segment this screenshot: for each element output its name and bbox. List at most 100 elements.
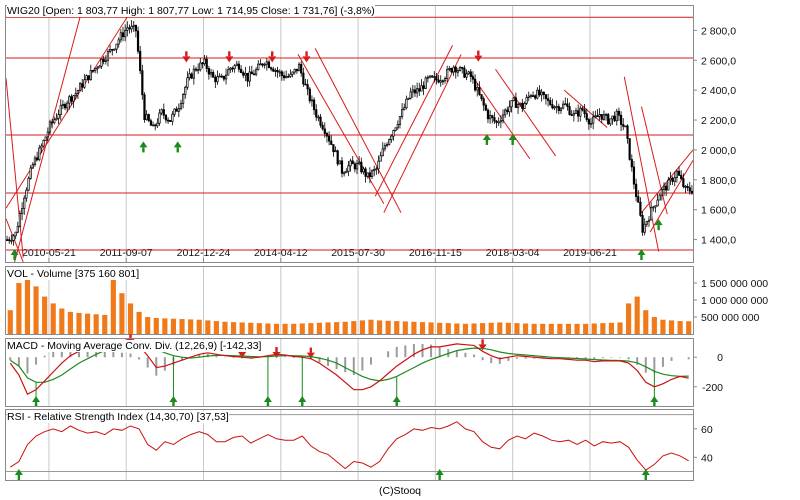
price-candle [568, 102, 571, 116]
price-candle [76, 89, 80, 99]
price-candle [5, 235, 9, 241]
candle-body [375, 168, 378, 171]
price-candle [611, 115, 614, 125]
volume-bar [351, 321, 357, 334]
volume-bar [471, 323, 477, 334]
candle-body [203, 58, 206, 64]
candle-body [583, 109, 586, 114]
candle-body [310, 99, 314, 102]
buy-signal-arrow-head [654, 219, 663, 226]
candle-body [278, 71, 281, 74]
candle-body [235, 63, 238, 66]
candle-body [452, 66, 455, 73]
price-candle [33, 155, 37, 167]
price-candle [531, 91, 535, 97]
candle-body [143, 94, 146, 120]
price-candle [615, 108, 618, 126]
candle-body [671, 177, 674, 182]
price-candle [323, 122, 326, 138]
candle-body [370, 170, 374, 177]
volume-bar [531, 323, 537, 334]
candle-body [250, 71, 253, 75]
macd-chart-title: MACD - Moving Average Conv. Div. (12,26,… [7, 340, 262, 352]
volume-bar [540, 323, 546, 334]
price-candle [446, 65, 449, 83]
price-candle [175, 106, 178, 112]
candle-body [594, 115, 597, 118]
price-candle [349, 158, 352, 172]
volume-bar [626, 303, 632, 334]
price-candle [164, 114, 168, 124]
macd-buy-arrow [263, 396, 272, 407]
price-candle [463, 65, 466, 78]
price-candle [439, 75, 442, 87]
price-candle [624, 125, 627, 128]
price-candle [549, 97, 552, 107]
candle-body [635, 183, 638, 197]
price-candle [310, 95, 314, 107]
candle-body [482, 98, 485, 106]
trend-line [495, 68, 557, 157]
price-candle [428, 75, 432, 79]
candle-body [463, 67, 466, 78]
macd-buy-arrow [298, 396, 307, 407]
price-candle [270, 66, 273, 72]
candle-body [323, 128, 326, 134]
candle-body [121, 32, 125, 38]
macd-buy-arrow [650, 396, 659, 407]
macd-buy-arrow-head [650, 396, 659, 402]
price-candle [83, 73, 86, 89]
price-candle [469, 69, 472, 83]
candle-body [347, 165, 350, 172]
candle-body [59, 105, 62, 115]
candle-body [624, 125, 627, 128]
price-candle [325, 131, 329, 143]
price-candle [585, 108, 588, 122]
price-candle [360, 157, 363, 174]
price-candle [117, 37, 120, 48]
volume-bar [600, 323, 606, 334]
candle-body [656, 199, 659, 207]
macd-panel-frame [5, 338, 694, 407]
candle-body [551, 104, 554, 109]
price-candle [93, 67, 97, 74]
buy-signal-arrow-stem [511, 139, 514, 145]
candle-body [566, 103, 569, 107]
price-candle [443, 76, 447, 84]
volume-ytick-label: 1 500 000 000 [701, 278, 768, 290]
price-candle [227, 66, 230, 76]
price-xtick-label: 2018-03-04 [486, 247, 540, 259]
price-candle [291, 71, 294, 78]
candle-body [504, 109, 507, 116]
candle-body [351, 160, 354, 165]
trend-line [5, 78, 24, 258]
volume-panel-frame [5, 266, 694, 335]
candle-body [443, 78, 447, 82]
price-candle [14, 231, 17, 240]
candle-body [263, 63, 266, 66]
candle-body [478, 87, 481, 95]
candle-body [360, 161, 363, 173]
price-candle [622, 118, 625, 131]
price-candle [27, 176, 30, 192]
buy-signal-arrow-head [139, 141, 148, 148]
price-candle [235, 60, 238, 67]
candle-body [81, 83, 84, 88]
price-candle [302, 67, 305, 87]
candle-body [413, 89, 417, 94]
candle-body [87, 75, 90, 81]
rsi-buy-arrow [435, 469, 444, 480]
buy-signal-arrow [173, 141, 182, 153]
price-candle [203, 55, 206, 66]
price-candle [160, 108, 163, 116]
volume-bar [179, 319, 185, 334]
candle-body [403, 107, 406, 110]
candle-body [272, 68, 275, 72]
candle-body [619, 114, 623, 125]
volume-bar [583, 323, 589, 334]
price-candle [12, 233, 15, 246]
candle-body [461, 67, 464, 69]
candle-body [534, 95, 537, 99]
candle-body [126, 27, 129, 31]
candle-body [669, 177, 672, 181]
